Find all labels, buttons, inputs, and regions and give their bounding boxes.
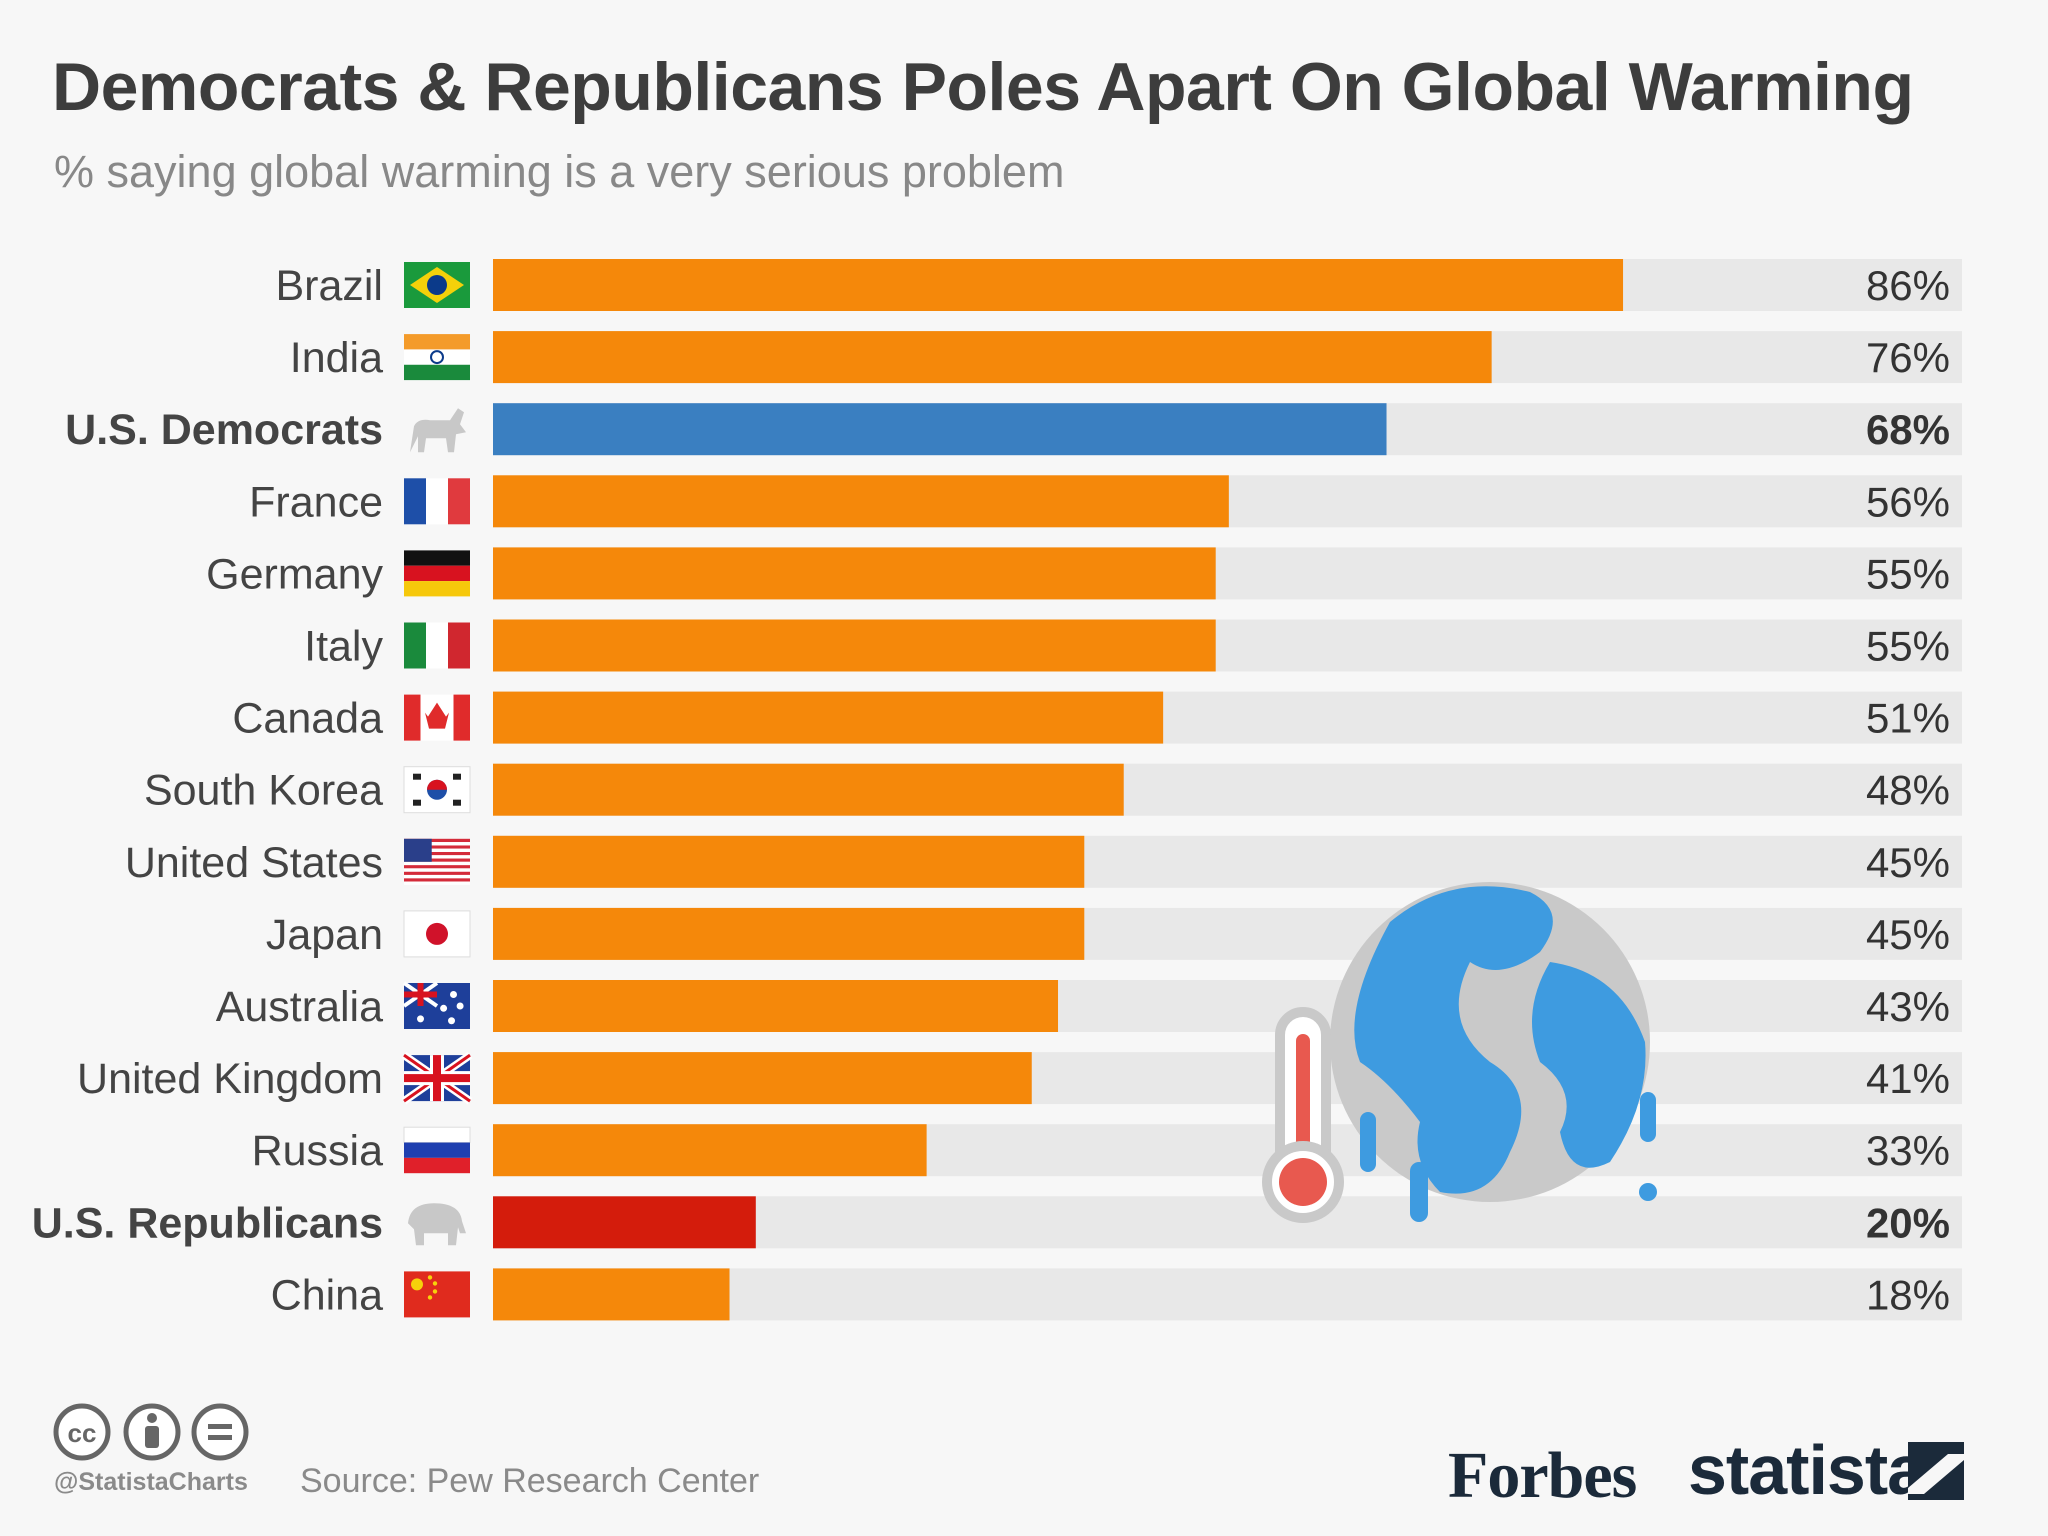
category-label-germany: Germany bbox=[206, 550, 383, 598]
bar-canada bbox=[493, 691, 1164, 744]
category-label-canada: Canada bbox=[232, 695, 383, 743]
france-flag bbox=[404, 478, 470, 525]
category-label-united-states: United States bbox=[125, 839, 383, 887]
russia-flag bbox=[403, 1126, 471, 1174]
category-label-russia: Russia bbox=[252, 1127, 384, 1175]
china-flag bbox=[404, 1271, 470, 1318]
bar-united-kingdom bbox=[493, 1052, 1032, 1105]
value-label-canada: 51% bbox=[1866, 695, 1950, 742]
statista-logo-icon bbox=[1908, 1442, 1964, 1500]
bar-china bbox=[493, 1268, 730, 1321]
forbes-logo: Forbes bbox=[1448, 1439, 1637, 1512]
category-label-china: China bbox=[271, 1271, 383, 1319]
category-label-france: France bbox=[249, 478, 383, 526]
chart-subtitle: % saying global warming is a very seriou… bbox=[54, 146, 1065, 197]
bar-brazil bbox=[493, 259, 1624, 311]
bar-russia bbox=[493, 1124, 927, 1177]
category-label-u-s-democrats: U.S. Democrats bbox=[65, 406, 383, 454]
bar-track-china bbox=[493, 1268, 1962, 1321]
south-korea-flag bbox=[403, 766, 471, 814]
value-label-united-states: 45% bbox=[1866, 839, 1950, 886]
category-label-japan: Japan bbox=[266, 911, 383, 959]
value-label-france: 56% bbox=[1866, 478, 1950, 525]
creative-commons-icons: cc bbox=[53, 1403, 249, 1461]
bar-japan bbox=[493, 907, 1085, 960]
bar-united-states bbox=[493, 835, 1085, 888]
italy-flag bbox=[404, 622, 470, 669]
value-label-u-s-democrats: 68% bbox=[1866, 406, 1950, 453]
category-label-india: India bbox=[290, 334, 383, 382]
usa-flag bbox=[404, 838, 470, 885]
bar-south-korea bbox=[493, 763, 1124, 816]
bar-australia bbox=[493, 980, 1059, 1032]
chart-title: Democrats & Republicans Poles Apart On G… bbox=[52, 49, 1914, 125]
category-label-australia: Australia bbox=[216, 983, 383, 1031]
category-label-south-korea: South Korea bbox=[144, 767, 383, 815]
australia-flag bbox=[402, 981, 470, 1029]
category-label-italy: Italy bbox=[304, 623, 383, 671]
value-label-japan: 45% bbox=[1866, 911, 1950, 958]
svg-text:cc: cc bbox=[68, 1418, 97, 1448]
melting-globe-thermometer-icon bbox=[1262, 882, 1657, 1223]
elephant-icon bbox=[408, 1203, 466, 1246]
statista-logo-text: statista bbox=[1688, 1431, 1926, 1509]
bar-u-s-republicans bbox=[493, 1196, 756, 1249]
value-label-india: 76% bbox=[1866, 334, 1950, 381]
germany-flag bbox=[404, 550, 470, 597]
value-label-china: 18% bbox=[1866, 1271, 1950, 1318]
category-label-united-kingdom: United Kingdom bbox=[77, 1055, 383, 1103]
value-label-u-s-republicans: 20% bbox=[1866, 1199, 1950, 1246]
brazil-flag bbox=[404, 262, 470, 308]
statista-handle: @StatistaCharts bbox=[54, 1468, 248, 1496]
value-label-brazil: 86% bbox=[1866, 262, 1950, 309]
canada-flag bbox=[404, 694, 470, 741]
value-label-united-kingdom: 41% bbox=[1866, 1055, 1950, 1102]
uk-flag bbox=[401, 1051, 473, 1105]
bar-u-s-democrats bbox=[493, 403, 1387, 456]
category-label-brazil: Brazil bbox=[275, 262, 383, 310]
japan-flag bbox=[403, 910, 471, 958]
bar-india bbox=[493, 331, 1492, 384]
value-label-russia: 33% bbox=[1866, 1127, 1950, 1174]
category-label-u-s-republicans: U.S. Republicans bbox=[32, 1199, 383, 1247]
india-flag bbox=[404, 334, 470, 381]
value-label-australia: 43% bbox=[1866, 983, 1950, 1030]
value-label-south-korea: 48% bbox=[1866, 767, 1950, 814]
source-note: Source: Pew Research Center bbox=[300, 1462, 760, 1500]
bar-germany bbox=[493, 547, 1216, 600]
value-label-italy: 55% bbox=[1866, 623, 1950, 670]
bar-france bbox=[493, 475, 1229, 528]
bar-italy bbox=[493, 619, 1216, 672]
donkey-icon bbox=[410, 408, 466, 453]
value-label-germany: 55% bbox=[1866, 550, 1950, 597]
